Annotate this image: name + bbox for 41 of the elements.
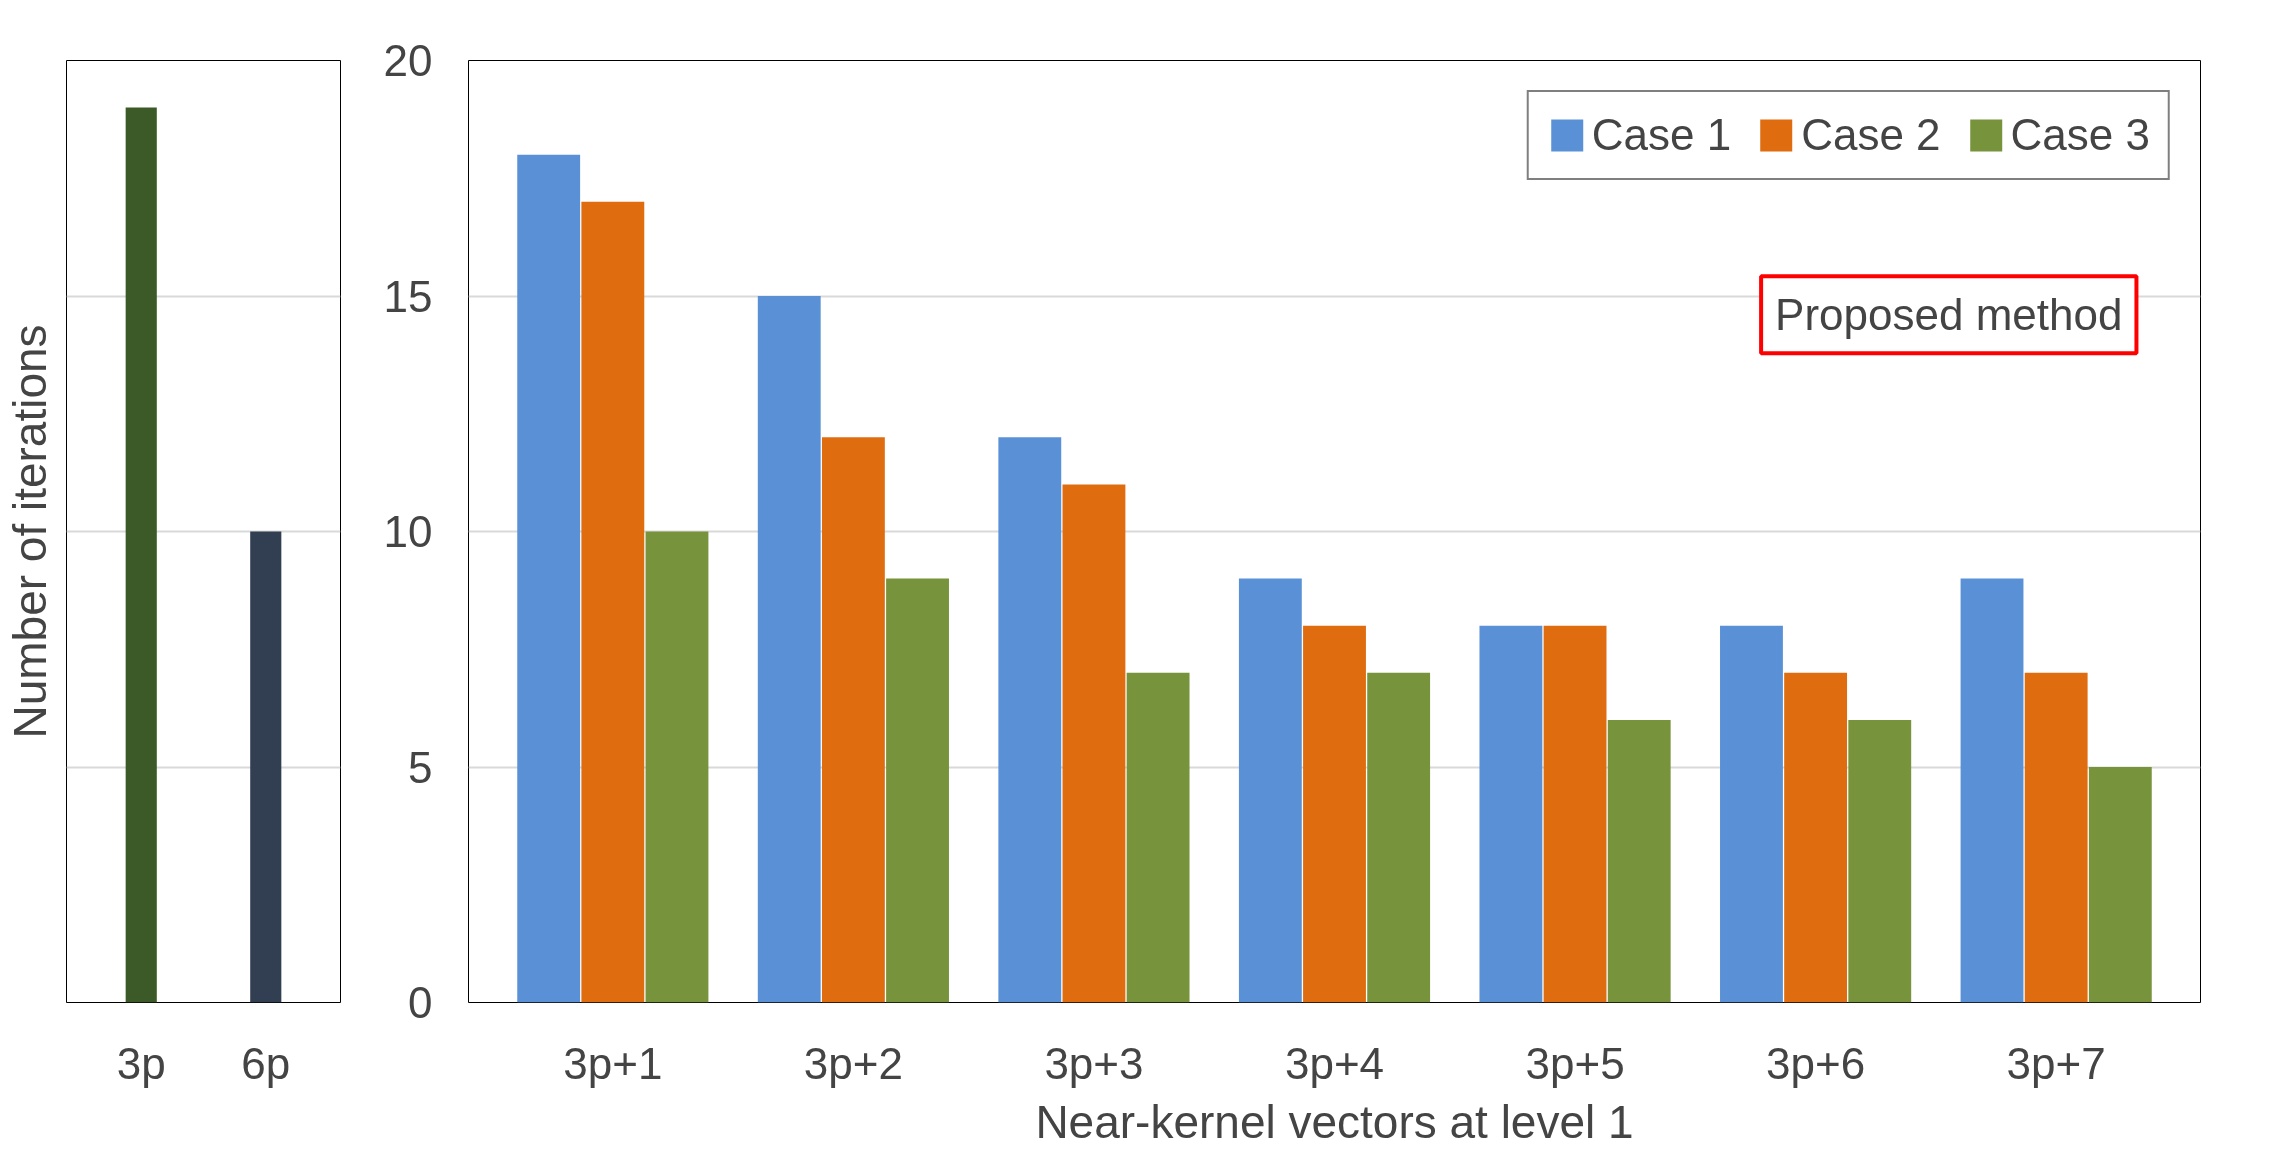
bar	[821, 437, 885, 1003]
x-tick-label: 3p+2	[803, 1038, 903, 1088]
bar	[1238, 578, 1302, 1003]
bar	[1607, 719, 1671, 1003]
bar	[1784, 672, 1848, 1003]
bar	[1720, 625, 1783, 1003]
y-tick-label: 5	[408, 742, 433, 792]
x-tick-label: 3p+1	[563, 1038, 663, 1088]
legend-label: Case 1	[1591, 110, 1732, 160]
bar	[1960, 578, 2024, 1003]
bar	[886, 578, 949, 1003]
y-axis-title: Number of iterations	[3, 324, 56, 739]
x-tick-label: 3p+4	[1284, 1038, 1385, 1088]
x-tick-label: 6p	[241, 1038, 291, 1088]
bar	[757, 296, 821, 1003]
y-tick-label: 20	[383, 36, 433, 85]
x-tick-label: 3p+5	[1525, 1038, 1625, 1088]
bar	[1062, 484, 1126, 1003]
bar	[1848, 719, 1912, 1003]
legend-label: Case 3	[2010, 110, 2150, 160]
bar	[1479, 625, 1543, 1003]
x-tick-label: 3p+3	[1044, 1038, 1144, 1088]
y-tick-label: 10	[383, 507, 433, 556]
legend-label: Case 2	[1801, 110, 1941, 160]
bar	[645, 531, 709, 1003]
y-tick-label: 0	[408, 978, 433, 1027]
bar	[2024, 672, 2088, 1003]
bar	[2088, 767, 2152, 1003]
x-tick-label: 3p	[116, 1038, 166, 1088]
x-tick-label: 3p+6	[1766, 1038, 1866, 1088]
bar	[1543, 625, 1607, 1003]
bar	[1303, 625, 1366, 1003]
annotation: Proposed method	[1775, 290, 2123, 340]
bar	[517, 154, 581, 1003]
bar	[1126, 672, 1190, 1003]
bar	[1367, 672, 1431, 1003]
x-axis-title: Near-kernel vectors at level 1	[1035, 1095, 1634, 1148]
y-tick-label: 15	[383, 271, 433, 321]
x-tick-label: 3p+7	[2006, 1038, 2106, 1088]
bar	[581, 201, 645, 1003]
bar	[998, 437, 1062, 1003]
